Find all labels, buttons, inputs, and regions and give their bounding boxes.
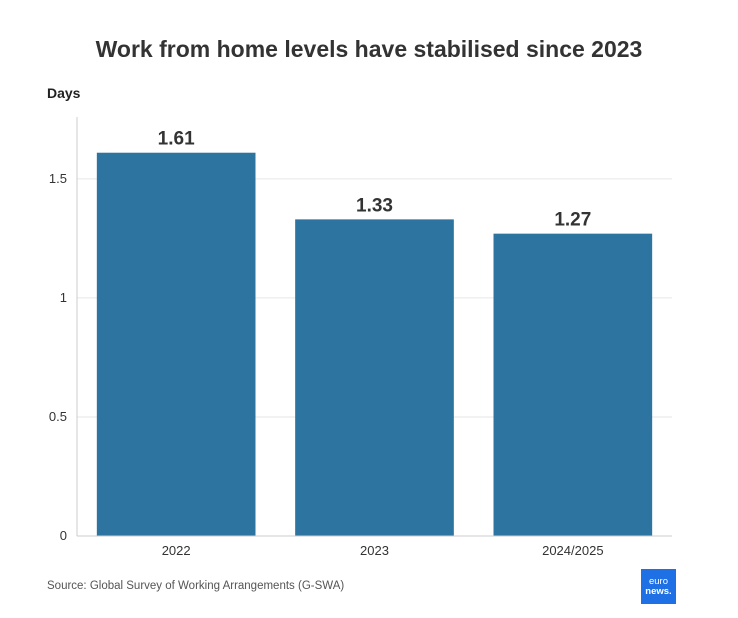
source-note: Source: Global Survey of Working Arrange… bbox=[47, 580, 345, 592]
x-tick-label: 2024/2025 bbox=[542, 543, 603, 558]
x-tick-label: 2023 bbox=[360, 543, 389, 558]
y-axis-label: Days bbox=[47, 85, 81, 101]
bar bbox=[295, 219, 454, 536]
bar bbox=[493, 233, 653, 536]
data-label: 1.27 bbox=[554, 210, 591, 231]
bar bbox=[96, 152, 256, 537]
y-tick-label: 1.5 bbox=[49, 171, 67, 186]
logo-line1: euro bbox=[648, 575, 668, 587]
data-label: 1.33 bbox=[356, 195, 393, 216]
x-tick-label: 2022 bbox=[162, 543, 191, 558]
data-label: 1.61 bbox=[158, 129, 195, 150]
y-tick-label: 0.5 bbox=[49, 409, 67, 424]
logo-line2: news. bbox=[645, 585, 672, 597]
y-tick-label: 0 bbox=[60, 528, 67, 543]
y-tick-label: 1 bbox=[60, 290, 67, 305]
euronews-logo: euro news. bbox=[641, 569, 676, 604]
chart-title: Work from home levels have stabilised si… bbox=[95, 36, 643, 62]
